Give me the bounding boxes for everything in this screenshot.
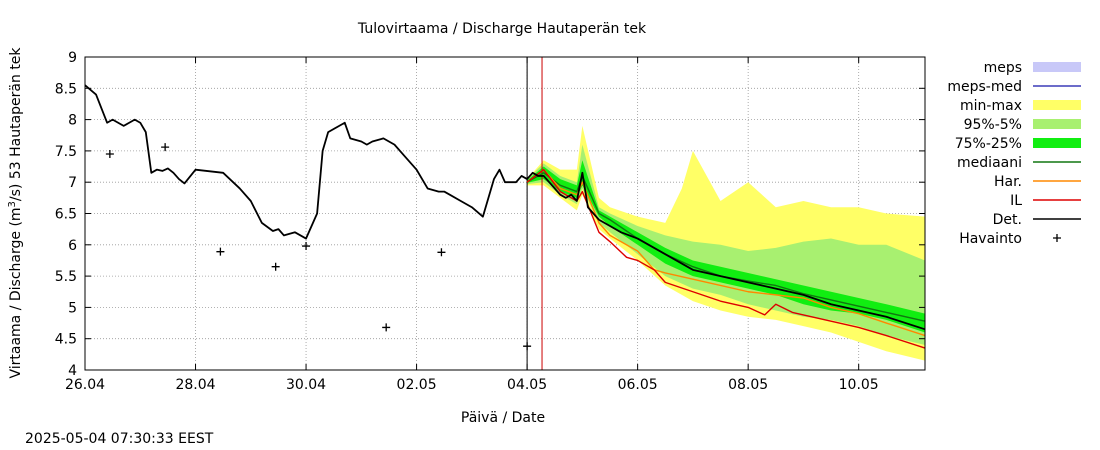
band-75-25- bbox=[527, 160, 925, 333]
y-axis-label: Virtaama / Discharge (m3/s) 53 Hautaperä… bbox=[7, 47, 25, 379]
series-det- bbox=[84, 84, 926, 331]
legend-label-il: IL bbox=[1010, 193, 1022, 209]
observation-layer bbox=[105, 143, 532, 351]
y-axis-ticks: 4 4.5 5 5.5 6 6.5 7 7.5 8 8.5 9 bbox=[55, 50, 925, 379]
y-tick-label-4: 6 bbox=[68, 238, 77, 254]
y-tick-label-2: 5 bbox=[68, 300, 77, 316]
legend-label-mediaani: mediaani bbox=[957, 155, 1022, 171]
legend-swatch-95-5- bbox=[1033, 119, 1081, 129]
y-tick-label-5: 6.5 bbox=[55, 207, 77, 223]
legend-label-meps-med: meps-med bbox=[947, 79, 1022, 95]
observation-point-7 bbox=[523, 342, 532, 351]
observation-point-5 bbox=[382, 323, 391, 332]
legend-label-har-: Har. bbox=[994, 174, 1022, 190]
y-axis-label-post: /s) 53 Hautaperän tek bbox=[8, 47, 24, 201]
legend-swatch-min-max bbox=[1033, 100, 1081, 110]
line-layer bbox=[84, 84, 926, 349]
y-axis-label-sup: 3 bbox=[7, 201, 18, 207]
legend-label-95-5-: 95%-5% bbox=[964, 117, 1022, 133]
y-tick-label-1: 4.5 bbox=[55, 332, 77, 348]
x-axis-label: Päivä / Date bbox=[461, 410, 545, 426]
legend-label-meps: meps bbox=[984, 60, 1022, 76]
x-tick-label-1: 28.04 bbox=[175, 377, 215, 393]
x-tick-label-0: 26.04 bbox=[65, 377, 105, 393]
series-har- bbox=[526, 168, 926, 337]
legend-label-75-25-: 75%-25% bbox=[955, 136, 1022, 152]
chart-title: Tulovirtaama / Discharge Hautaperän tek bbox=[357, 21, 647, 37]
series-mediaani bbox=[526, 172, 926, 322]
observation-point-3 bbox=[271, 262, 280, 271]
y-tick-label-0: 4 bbox=[68, 363, 77, 379]
x-tick-label-7: 10.05 bbox=[839, 377, 879, 393]
x-tick-label-2: 30.04 bbox=[286, 377, 326, 393]
band-layer bbox=[527, 125, 925, 361]
legend-label-min-max: min-max bbox=[960, 98, 1022, 114]
y-tick-label-7: 7.5 bbox=[55, 144, 77, 160]
y-tick-label-6: 7 bbox=[68, 175, 77, 191]
y-tick-label-9: 8.5 bbox=[55, 81, 77, 97]
x-tick-label-4: 04.05 bbox=[507, 377, 547, 393]
x-tick-label-3: 02.05 bbox=[397, 377, 437, 393]
x-tick-label-5: 06.05 bbox=[618, 377, 658, 393]
y-tick-label-8: 8 bbox=[68, 113, 77, 129]
series-il bbox=[526, 168, 926, 349]
legend-swatch-75-25- bbox=[1033, 138, 1081, 148]
observation-point-4 bbox=[302, 242, 311, 251]
y-axis-label-pre: Virtaama / Discharge (m bbox=[8, 207, 24, 378]
legend-label-det-: Det. bbox=[993, 212, 1022, 228]
vertical-lines bbox=[526, 57, 543, 370]
observation-point-6 bbox=[437, 248, 446, 257]
legend-label-havainto: Havainto bbox=[959, 231, 1022, 247]
y-tick-label-10: 9 bbox=[68, 50, 77, 66]
legend-swatch-havainto bbox=[1053, 234, 1061, 242]
observation-point-1 bbox=[161, 143, 170, 152]
legend: meps meps-med min-max 95%-5% 75%-25% mediaani… bbox=[947, 60, 1081, 247]
timestamp: 2025-05-04 07:30:33 EEST bbox=[25, 431, 214, 447]
legend-swatch-meps bbox=[1033, 62, 1081, 72]
observation-point-2 bbox=[216, 247, 225, 256]
x-tick-label-6: 08.05 bbox=[728, 377, 768, 393]
y-tick-label-3: 5.5 bbox=[55, 269, 77, 285]
x-axis-ticks: 26.04 28.04 30.04 02.05 04.05 06.05 08.05 10.05 bbox=[65, 57, 879, 393]
observation-point-0 bbox=[105, 150, 114, 159]
